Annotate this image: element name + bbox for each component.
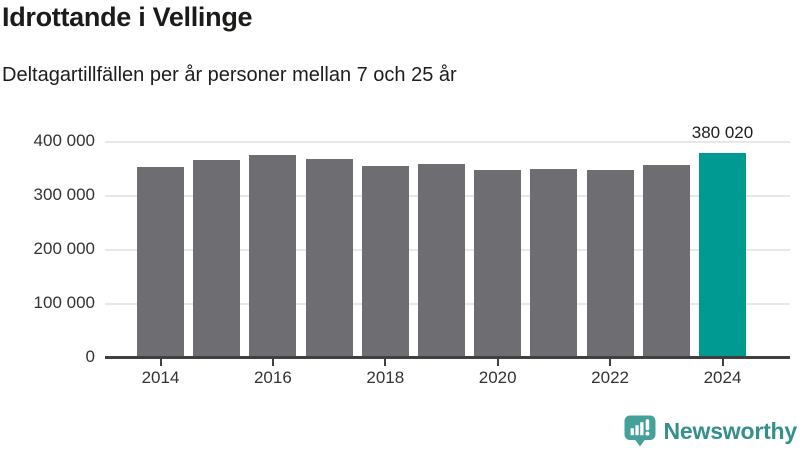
bar-2016 <box>249 155 297 358</box>
newsworthy-logo[interactable]: Newsworthy <box>623 414 797 448</box>
x-axis-tick-label: 2024 <box>703 368 742 387</box>
y-axis-tick-label: 100 000 <box>33 293 95 312</box>
bar-2019 <box>418 164 465 358</box>
bar-2014 <box>137 167 184 358</box>
x-axis-tick <box>496 359 499 366</box>
y-axis-tick-label: 400 000 <box>33 131 95 150</box>
x-axis-tick-label: 2020 <box>478 368 517 387</box>
bar-2017 <box>305 159 353 358</box>
x-axis-tick <box>384 359 387 366</box>
gridline <box>105 141 790 143</box>
bar-2024 <box>699 153 746 358</box>
x-axis-tick-label: 2016 <box>253 368 292 387</box>
x-axis-tick <box>271 359 274 366</box>
bar-2023 <box>642 165 690 358</box>
y-axis-tick-label: 200 000 <box>33 239 95 258</box>
brand-name: Newsworthy <box>663 417 798 444</box>
y-axis-tick-label: 0 <box>85 347 95 366</box>
x-axis-tick-label: 2014 <box>141 368 180 387</box>
x-axis-tick-label: 2022 <box>591 368 629 387</box>
x-axis-tick-label: 2018 <box>366 368 405 387</box>
bar-2022 <box>586 170 634 358</box>
newsworthy-chart-bubble-icon <box>624 415 656 447</box>
x-axis-tick <box>159 359 162 366</box>
bar-2021 <box>530 169 578 358</box>
x-axis-tick <box>721 359 724 366</box>
value-label: 380 020 <box>691 123 754 142</box>
bar-2015 <box>193 160 241 358</box>
chart-title: Idrottande i Vellinge <box>2 2 253 32</box>
y-axis-tick-label: 300 000 <box>33 185 95 204</box>
bar-2018 <box>361 166 409 358</box>
x-axis-tick <box>609 359 612 366</box>
bar-2020 <box>474 170 522 358</box>
chart-subtitle: Deltagartillfällen per år personer mella… <box>2 64 457 86</box>
x-axis-line <box>105 356 790 359</box>
